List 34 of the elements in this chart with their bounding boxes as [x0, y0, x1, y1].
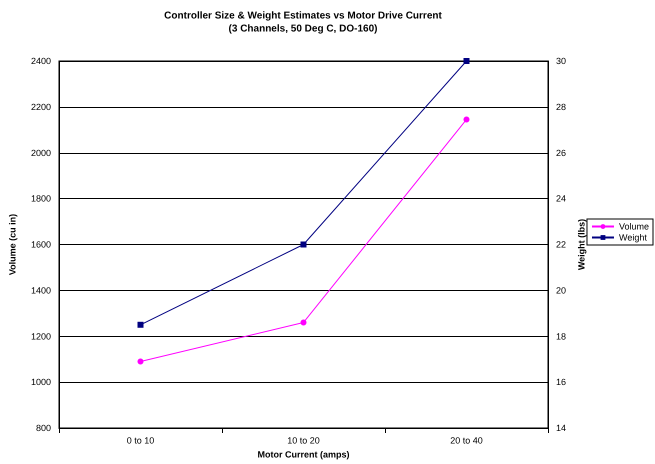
point	[300, 319, 306, 326]
y2-tick-label: 26	[556, 148, 566, 158]
y2-tick-label: 30	[556, 56, 566, 66]
point	[138, 322, 144, 328]
x-tick-label: 20 to 40	[450, 436, 483, 446]
point	[300, 242, 306, 248]
y2-tick-label: 24	[556, 194, 566, 204]
y-tick-label: 1600	[30, 240, 51, 250]
x-tick-label: 10 to 20	[287, 436, 320, 446]
x-axis-title: Motor Current (amps)	[258, 450, 350, 460]
y-tick-label: 2000	[30, 148, 51, 158]
y2-axis-title: Weight (lbs)	[576, 218, 586, 270]
y2-tick-label: 16	[556, 377, 566, 388]
point	[138, 358, 144, 364]
y2-tick-label: 18	[556, 331, 566, 342]
y-tick-label: 800	[36, 423, 51, 433]
y2-tick-label: 28	[556, 102, 566, 112]
x-tick-label: 0 to 10	[126, 436, 154, 446]
y2-tick-label: 22	[556, 240, 566, 250]
y-tick-label: 1000	[30, 377, 51, 388]
chart-subtitle: (3 Channels, 50 Deg C, DO-160)	[228, 24, 378, 34]
y-tick-label: 1200	[30, 331, 51, 342]
legend-label: Volume	[618, 222, 650, 232]
point	[464, 116, 470, 122]
y2-tick-label: 14	[556, 423, 566, 433]
y-tick-label: 2400	[30, 56, 51, 66]
y2-tick-label: 20	[556, 285, 566, 296]
point	[464, 58, 470, 64]
legend-label: Weight	[618, 232, 648, 242]
chart-title: Controller Size & Weight Estimates vs Motor Drive Current	[164, 10, 442, 22]
y-tick-label: 2200	[30, 102, 51, 112]
y-tick-label: 1400	[30, 285, 51, 296]
y-tick-label: 1800	[30, 194, 51, 204]
y-axis-title: Volume (cu in)	[8, 214, 18, 276]
